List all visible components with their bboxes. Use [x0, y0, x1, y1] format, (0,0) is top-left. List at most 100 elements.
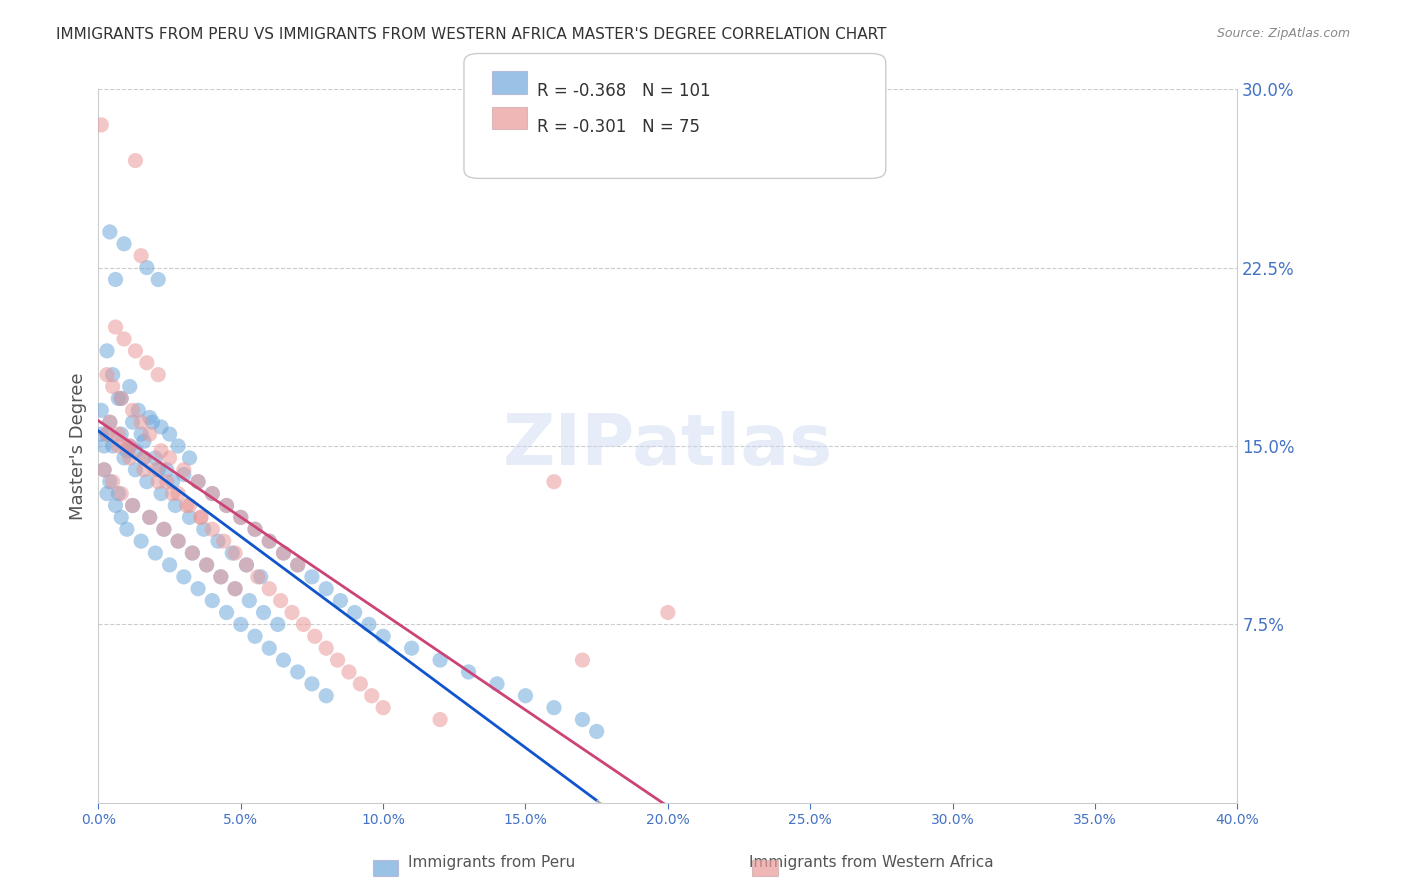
Immigrants from Peru	[96, 486, 118, 500]
Immigrants from Peru	[124, 443, 146, 458]
Immigrants from Peru	[585, 724, 607, 739]
Immigrants from Peru	[329, 593, 352, 607]
Immigrants from Peru	[215, 606, 238, 620]
Immigrants from Peru	[124, 463, 146, 477]
Immigrants from Peru	[315, 689, 337, 703]
Immigrants from Peru	[301, 570, 323, 584]
Immigrants from Western Africa	[107, 439, 129, 453]
Immigrants from Peru	[209, 570, 232, 584]
Immigrants from Peru	[301, 677, 323, 691]
Immigrants from Western Africa	[209, 570, 232, 584]
Immigrants from Peru	[273, 653, 295, 667]
Immigrants from Western Africa	[179, 499, 201, 513]
Immigrants from Western Africa	[132, 450, 155, 465]
Immigrants from Peru	[249, 570, 271, 584]
Immigrants from Western Africa	[90, 118, 112, 132]
Immigrants from Peru	[156, 463, 179, 477]
Immigrants from Peru	[112, 236, 135, 251]
Immigrants from Peru	[98, 475, 121, 489]
Immigrants from Western Africa	[543, 475, 565, 489]
Immigrants from Western Africa	[101, 475, 124, 489]
Immigrants from Western Africa	[135, 356, 157, 370]
Immigrants from Peru	[104, 272, 127, 286]
Immigrants from Peru	[187, 475, 209, 489]
Immigrants from Western Africa	[287, 558, 309, 572]
Immigrants from Western Africa	[657, 606, 679, 620]
Immigrants from Peru	[167, 439, 190, 453]
Immigrants from Western Africa	[270, 593, 292, 607]
Immigrants from Western Africa	[150, 443, 173, 458]
Immigrants from Peru	[98, 415, 121, 429]
Immigrants from Western Africa	[115, 439, 138, 453]
Immigrants from Peru	[267, 617, 290, 632]
Immigrants from Peru	[571, 713, 593, 727]
Immigrants from Western Africa	[259, 582, 281, 596]
Immigrants from Peru	[93, 439, 115, 453]
Immigrants from Peru	[159, 558, 181, 572]
Immigrants from Peru	[129, 427, 152, 442]
Immigrants from Peru	[181, 546, 204, 560]
Immigrants from Western Africa	[104, 320, 127, 334]
Immigrants from Peru	[93, 463, 115, 477]
Immigrants from Peru	[141, 415, 163, 429]
Immigrants from Western Africa	[129, 415, 152, 429]
Immigrants from Peru	[515, 689, 537, 703]
Immigrants from Peru	[173, 467, 195, 482]
Immigrants from Western Africa	[121, 499, 143, 513]
Immigrants from Peru	[457, 665, 479, 679]
Immigrants from Peru	[145, 546, 167, 560]
Immigrants from Peru	[207, 534, 229, 549]
Immigrants from Western Africa	[118, 450, 141, 465]
Immigrants from Western Africa	[571, 653, 593, 667]
Y-axis label: Master's Degree: Master's Degree	[69, 372, 87, 520]
Immigrants from Peru	[159, 427, 181, 442]
Immigrants from Peru	[138, 510, 160, 524]
Immigrants from Western Africa	[96, 427, 118, 442]
Immigrants from Peru	[104, 499, 127, 513]
Immigrants from Western Africa	[145, 463, 167, 477]
Immigrants from Western Africa	[129, 249, 152, 263]
Immigrants from Western Africa	[273, 546, 295, 560]
Immigrants from Peru	[148, 272, 170, 286]
Immigrants from Peru	[118, 439, 141, 453]
Immigrants from Western Africa	[326, 653, 349, 667]
Immigrants from Peru	[90, 427, 112, 442]
Immigrants from Peru	[243, 522, 266, 536]
Immigrants from Peru	[132, 434, 155, 449]
Immigrants from Peru	[138, 410, 160, 425]
Immigrants from Western Africa	[132, 463, 155, 477]
Immigrants from Peru	[118, 379, 141, 393]
Immigrants from Peru	[229, 617, 252, 632]
Immigrants from Peru	[110, 392, 132, 406]
Immigrants from Western Africa	[110, 392, 132, 406]
Text: R = -0.301   N = 75: R = -0.301 N = 75	[537, 118, 700, 136]
Immigrants from Peru	[96, 343, 118, 358]
Immigrants from Western Africa	[148, 368, 170, 382]
Immigrants from Western Africa	[138, 510, 160, 524]
Immigrants from Peru	[115, 443, 138, 458]
Immigrants from Peru	[145, 450, 167, 465]
Immigrants from Western Africa	[224, 582, 246, 596]
Immigrants from Peru	[150, 420, 173, 434]
Immigrants from Peru	[193, 522, 215, 536]
Immigrants from Western Africa	[190, 510, 212, 524]
Immigrants from Peru	[315, 582, 337, 596]
Immigrants from Peru	[127, 403, 149, 417]
Immigrants from Western Africa	[337, 665, 360, 679]
Immigrants from Western Africa	[112, 332, 135, 346]
Text: IMMIGRANTS FROM PERU VS IMMIGRANTS FROM WESTERN AFRICA MASTER'S DEGREE CORRELATI: IMMIGRANTS FROM PERU VS IMMIGRANTS FROM …	[56, 27, 887, 42]
Immigrants from Peru	[129, 534, 152, 549]
Immigrants from Western Africa	[373, 700, 395, 714]
Immigrants from Peru	[373, 629, 395, 643]
Immigrants from Western Africa	[281, 606, 304, 620]
Immigrants from Western Africa	[259, 534, 281, 549]
Immigrants from Western Africa	[121, 403, 143, 417]
Immigrants from Western Africa	[101, 379, 124, 393]
Immigrants from Western Africa	[167, 534, 190, 549]
Immigrants from Peru	[252, 606, 274, 620]
Immigrants from Western Africa	[148, 475, 170, 489]
Text: Immigrants from Western Africa: Immigrants from Western Africa	[749, 855, 994, 870]
Immigrants from Western Africa	[229, 510, 252, 524]
Text: Source: ZipAtlas.com: Source: ZipAtlas.com	[1216, 27, 1350, 40]
Immigrants from Peru	[121, 499, 143, 513]
